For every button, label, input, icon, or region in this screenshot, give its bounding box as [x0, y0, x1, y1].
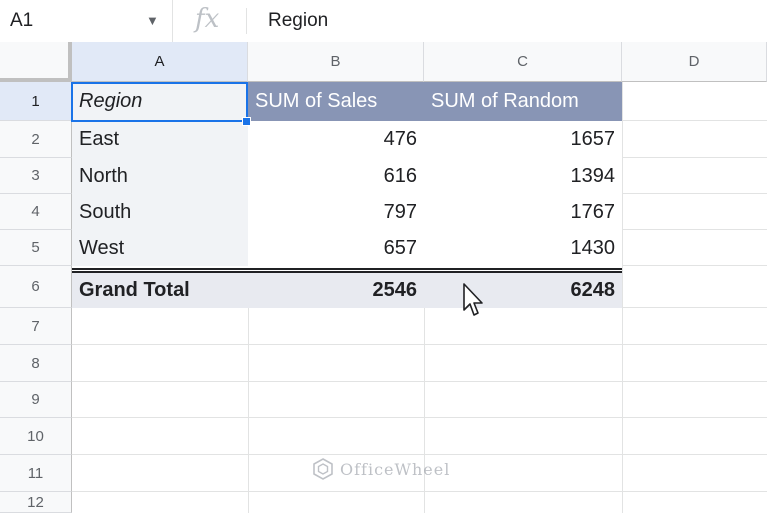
row-header-10[interactable]: 10 [0, 418, 72, 455]
column-header-d[interactable]: D [622, 42, 767, 82]
gridline [248, 308, 249, 513]
name-box-dropdown-icon[interactable]: ▼ [146, 13, 159, 28]
row-header-6[interactable]: 6 [0, 266, 72, 308]
row-header-12[interactable]: 12 [0, 492, 72, 513]
cell-a6[interactable]: Grand Total [72, 273, 248, 308]
column-header-c[interactable]: C [424, 42, 622, 82]
gridline [72, 344, 767, 345]
spreadsheet-grid: A B C D 1 2 3 4 5 6 7 8 9 10 11 12 Regio… [0, 42, 767, 513]
cell-b3[interactable]: 616 [383, 164, 417, 187]
cell-b1[interactable]: SUM of Sales [248, 82, 424, 121]
row-header-7[interactable]: 7 [0, 308, 72, 345]
officewheel-logo-icon [313, 458, 333, 480]
column-header-a[interactable]: A [72, 42, 248, 82]
active-cell-selection [71, 82, 248, 122]
row-header-3[interactable]: 3 [0, 158, 72, 194]
cell-b6[interactable]: 2546 [248, 273, 424, 308]
select-all-corner[interactable] [0, 42, 72, 82]
gridline [72, 417, 767, 418]
formula-bar: A1 ▼ fx Region [0, 0, 767, 43]
watermark-text: OfficeWheel [340, 459, 451, 479]
row-header-4[interactable]: 4 [0, 194, 72, 230]
gridline [622, 229, 767, 230]
cell-b4[interactable]: 797 [383, 200, 417, 223]
formula-bar-divider [246, 8, 247, 34]
column-header-b[interactable]: B [248, 42, 424, 82]
cell-c2[interactable]: 1657 [570, 128, 616, 150]
cell-c6[interactable]: 6248 [424, 273, 622, 308]
cell-a2[interactable]: East [72, 121, 248, 158]
row-header-5[interactable]: 5 [0, 230, 72, 266]
mouse-pointer-icon [463, 283, 483, 316]
row-header-1[interactable]: 1 [0, 82, 72, 121]
gridline [72, 454, 767, 455]
cell-a3[interactable]: North [72, 158, 248, 194]
name-box-value: A1 [10, 10, 34, 31]
fill-handle[interactable] [242, 117, 251, 126]
gridline [622, 82, 623, 513]
gridline [622, 265, 767, 266]
gridline [424, 308, 425, 513]
cell-b2[interactable]: 476 [383, 128, 417, 150]
cell-a1[interactable]: Region [72, 82, 248, 121]
cell-a5[interactable]: West [72, 230, 248, 266]
cell-c3[interactable]: 1394 [570, 164, 616, 187]
row-header-11[interactable]: 11 [0, 455, 72, 492]
watermark: OfficeWheel [312, 458, 450, 480]
cell-c5[interactable]: 1430 [570, 236, 616, 259]
gridline [622, 157, 767, 158]
formula-input[interactable]: Region [268, 10, 329, 31]
cell-a4[interactable]: South [72, 194, 248, 230]
row-header-2[interactable]: 2 [0, 121, 72, 158]
row-header-8[interactable]: 8 [0, 345, 72, 382]
cell-c1[interactable]: SUM of Random [424, 82, 622, 121]
cell-b5[interactable]: 657 [383, 236, 417, 259]
cell-c4[interactable]: 1767 [570, 200, 616, 223]
gridline [622, 307, 767, 308]
fx-icon: fx [195, 4, 220, 34]
gridline [622, 120, 767, 121]
name-box[interactable]: A1 ▼ [0, 0, 173, 42]
total-separator [72, 268, 622, 273]
gridline [72, 381, 767, 382]
gridline [72, 491, 767, 492]
gridline [622, 193, 767, 194]
row-header-9[interactable]: 9 [0, 382, 72, 418]
